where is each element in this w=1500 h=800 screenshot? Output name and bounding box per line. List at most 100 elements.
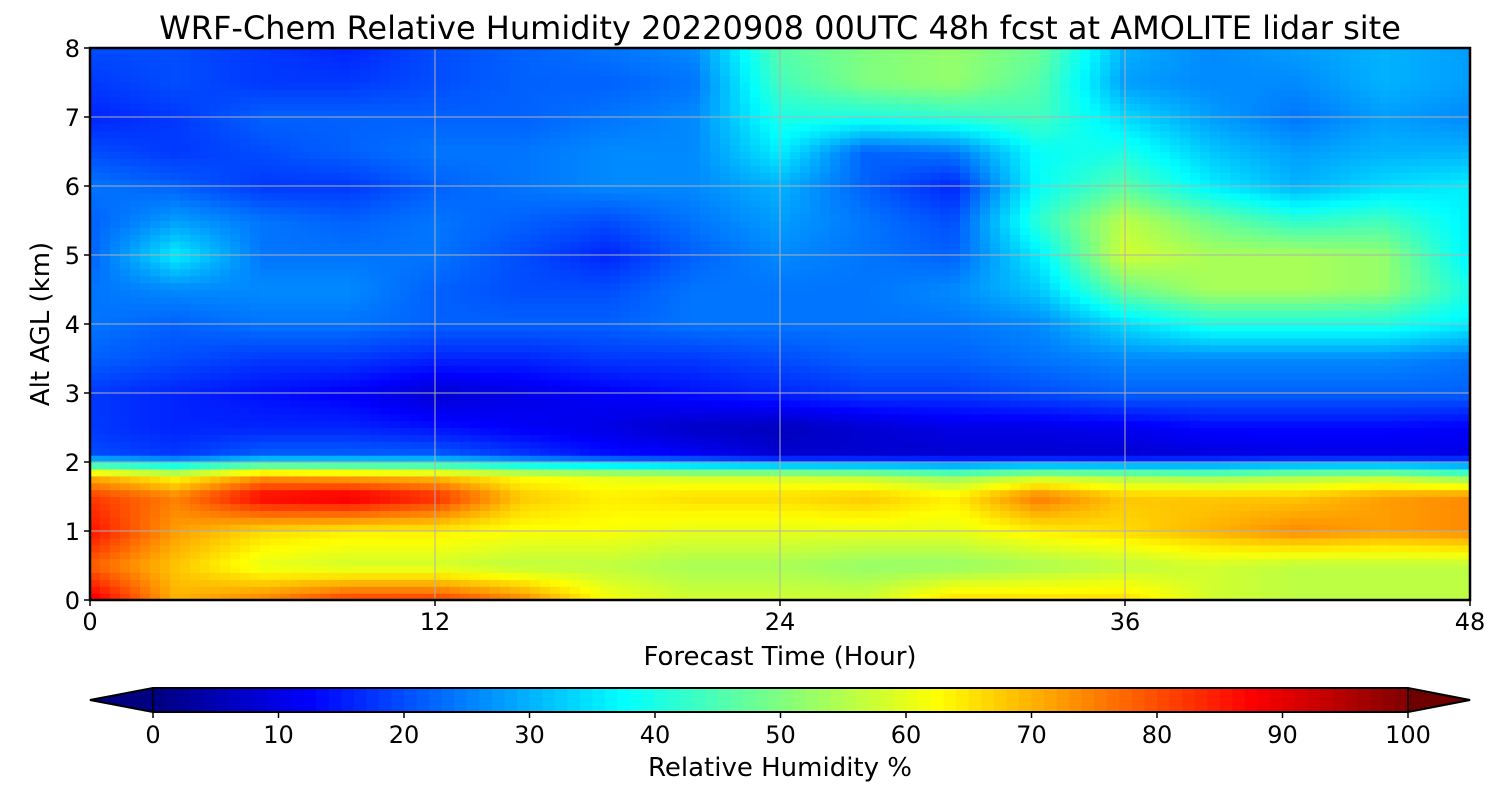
heatmap-cell [1060,358,1071,366]
heatmap-cell [520,579,531,587]
heatmap-cell [1190,379,1201,387]
heatmap-cell [340,462,351,470]
heatmap-cell [730,510,741,518]
heatmap-cell [920,489,931,498]
heatmap-cell [310,489,321,498]
heatmap-cell [280,510,291,518]
heatmap-cell [620,517,631,525]
heatmap-cell [100,496,111,504]
heatmap-cell [680,593,691,600]
heatmap-cell [1380,531,1391,539]
heatmap-cell [800,386,811,394]
heatmap-cell [500,462,511,470]
heatmap-cell [870,531,881,539]
heatmap-cell [220,351,231,360]
heatmap-cell [230,379,241,387]
heatmap-cell [880,482,891,491]
heatmap-cell [190,489,201,498]
heatmap-cell [1450,365,1461,373]
heatmap-cell [860,420,871,429]
heatmap-cell [1050,565,1061,573]
heatmap-cell [370,544,381,553]
heatmap-cell [1320,351,1331,360]
heatmap-cell [1370,524,1381,532]
heatmap-cell [1140,448,1151,456]
heatmap-cell [900,517,911,525]
heatmap-cell [610,393,621,401]
heatmap-cell [1280,455,1291,463]
heatmap-cell [490,413,501,422]
heatmap-cell [950,413,961,422]
heatmap-cell [690,537,701,546]
heatmap-cell [1310,372,1321,380]
heatmap-cell [1460,372,1470,380]
heatmap-cell [890,358,901,366]
heatmap-cell [400,593,411,600]
heatmap-cell [590,358,601,366]
heatmap-cell [310,517,321,525]
heatmap-cell [490,406,501,415]
heatmap-cell [440,434,451,442]
heatmap-cell [410,524,421,532]
heatmap-cell [450,351,461,360]
heatmap-cell [860,551,871,560]
heatmap-cell [860,572,871,580]
heatmap-cell [1420,482,1431,491]
heatmap-cell [640,586,651,594]
heatmap-cell [810,565,821,573]
heatmap-cell [680,420,691,429]
heatmap-cell [870,434,881,442]
heatmap-cell [730,372,741,380]
heatmap-cell [530,544,541,553]
heatmap-cell [600,572,611,580]
heatmap-cell [220,586,231,594]
heatmap-cell [700,413,711,422]
heatmap-cell [700,351,711,360]
heatmap-cell [500,537,511,546]
heatmap-cell [1280,413,1291,422]
heatmap-cell [360,475,371,484]
heatmap-cell [460,510,471,518]
heatmap-cell [780,462,791,470]
heatmap-cell [1170,475,1181,484]
heatmap-cell [850,434,861,442]
heatmap-cell [240,406,251,415]
heatmap-cell [290,434,301,442]
heatmap-cell [1250,399,1261,408]
heatmap-cell [480,372,491,380]
heatmap-cell [520,572,531,580]
heatmap-cell [530,399,541,408]
heatmap-cell [540,427,551,435]
heatmap-cell [1430,565,1441,573]
heatmap-cell [1110,468,1121,477]
heatmap-cell [890,593,901,600]
heatmap-cell [1060,558,1071,567]
heatmap-cell [840,496,851,504]
heatmap-cell [990,448,1001,456]
heatmap-cell [360,427,371,435]
heatmap-cell [1030,420,1041,429]
heatmap-cell [370,468,381,477]
heatmap-cell [1410,544,1421,553]
heatmap-cell [360,593,371,600]
heatmap-cell [1220,434,1231,442]
heatmap-cell [1440,372,1451,380]
heatmap-cell [170,482,181,491]
heatmap-cell [940,420,951,429]
heatmap-cell [1340,434,1351,442]
heatmap-cell [1040,358,1051,366]
heatmap-cell [670,420,681,429]
heatmap-cell [690,565,701,573]
heatmap-cell [140,524,151,532]
heatmap-cell [1430,558,1441,567]
heatmap-cell [310,544,321,553]
heatmap-cell [730,551,741,560]
heatmap-cell [190,365,201,373]
heatmap-cell [110,420,121,429]
heatmap-cell [1360,448,1371,456]
heatmap-cell [720,455,731,463]
heatmap-cell [800,503,811,511]
heatmap-cell [590,462,601,470]
heatmap-cell [800,468,811,477]
heatmap-cell [190,406,201,415]
